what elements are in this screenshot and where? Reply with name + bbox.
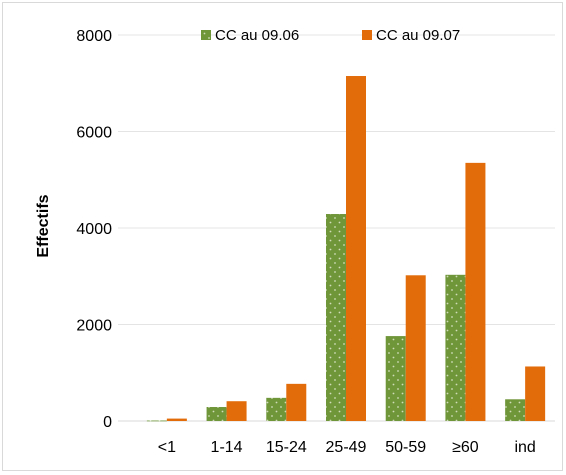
bar-cc-09-07 — [465, 162, 486, 422]
y-tick-labels: 0 2000 4000 6000 8000 — [76, 28, 112, 431]
y-tick-label: 2000 — [76, 318, 112, 335]
x-tick-labels: <1 1-14 15-24 25-49 50-59 ≥60 ind — [158, 439, 536, 456]
x-tick-label: 50-59 — [385, 439, 426, 456]
y-tick-label: 4000 — [76, 221, 112, 238]
bar-cc-09-07 — [525, 366, 546, 421]
x-tick-label: <1 — [158, 439, 176, 456]
bar-cc-09-07 — [226, 401, 247, 421]
legend-label: CC au 09.06 — [215, 27, 299, 44]
y-axis-label: Effectifs — [35, 194, 52, 257]
y-tick-label: 0 — [103, 414, 112, 431]
bar-cc-09-07 — [346, 76, 366, 421]
bar-cc-09-07 — [405, 275, 426, 421]
x-tick-label: 25-49 — [326, 439, 367, 456]
bar-cc-09-06 — [445, 274, 466, 421]
bar-cc-09-06 — [146, 420, 167, 422]
x-tick-label: ≥60 — [452, 439, 479, 456]
legend: CC au 09.06 CC au 09.07 — [201, 27, 460, 44]
legend-label: CC au 09.07 — [376, 27, 460, 44]
y-tick-label: 6000 — [76, 125, 112, 142]
x-tick-label: ind — [514, 439, 535, 456]
bars — [146, 76, 546, 422]
x-tick-label: 15-24 — [266, 439, 307, 456]
bar-cc-09-06 — [385, 336, 406, 421]
y-tick-label: 8000 — [76, 28, 112, 45]
bar-cc-09-06 — [505, 399, 526, 421]
bar-cc-09-06 — [266, 397, 287, 421]
x-tick-label: 1-14 — [211, 439, 243, 456]
bar-cc-09-06 — [206, 407, 227, 421]
legend-swatch — [362, 30, 372, 40]
legend-swatch — [201, 30, 211, 40]
bar-cc-09-07 — [286, 383, 307, 421]
bar-cc-09-06 — [326, 214, 346, 421]
bar-cc-09-07 — [166, 418, 187, 421]
